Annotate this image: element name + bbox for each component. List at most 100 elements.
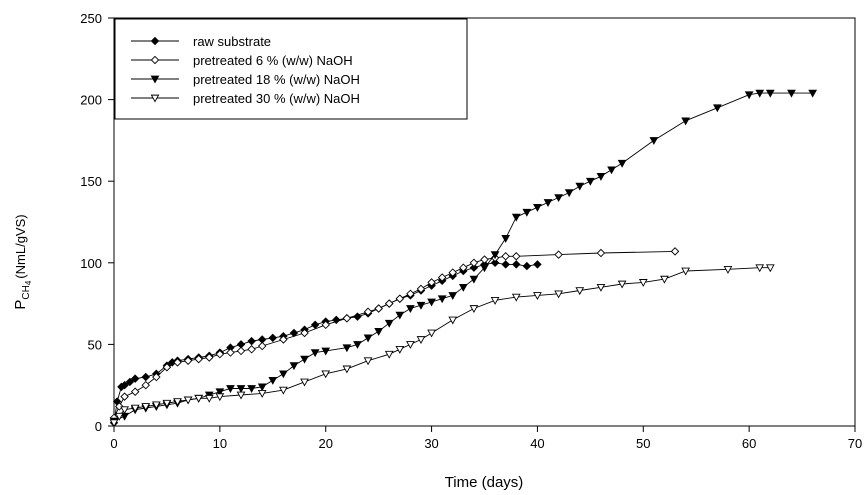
legend-entry: pretreated 18 % (w/w) NaOH xyxy=(131,72,360,87)
y-axis-label-sub: CH xyxy=(21,285,32,299)
series-3 xyxy=(109,89,818,426)
data-point xyxy=(353,341,362,349)
data-point xyxy=(300,355,309,364)
data-point xyxy=(437,273,447,282)
data-point xyxy=(427,298,436,307)
data-point xyxy=(533,203,542,212)
data-point xyxy=(342,365,352,374)
data-point xyxy=(490,297,500,305)
data-point xyxy=(363,307,373,316)
data-point xyxy=(130,374,140,383)
data-point xyxy=(130,404,140,413)
x-tick-label: 10 xyxy=(213,436,227,451)
data-point xyxy=(448,316,458,325)
series-2 xyxy=(109,247,680,423)
data-point xyxy=(321,370,331,379)
data-point xyxy=(279,370,288,379)
data-point xyxy=(765,89,775,98)
data-point xyxy=(114,412,124,421)
data-point xyxy=(257,341,267,351)
data-point xyxy=(490,258,500,268)
data-point xyxy=(406,341,415,349)
data-point xyxy=(141,380,150,390)
legend-label: pretreated 30 % (w/w) NaOH xyxy=(193,91,360,106)
legend: raw substrate pretreated 6 % (w/w) NaOH pr… xyxy=(114,18,468,120)
legend-marker xyxy=(150,36,160,46)
data-point xyxy=(448,292,458,300)
data-point xyxy=(321,320,330,330)
data-point xyxy=(194,354,203,364)
data-point xyxy=(226,348,235,357)
data-point xyxy=(183,396,193,405)
data-point xyxy=(141,372,150,382)
data-point xyxy=(247,345,256,354)
data-point xyxy=(427,278,436,287)
data-point xyxy=(300,378,309,387)
data-point xyxy=(300,328,309,338)
data-point xyxy=(681,117,690,126)
data-point xyxy=(125,377,135,387)
data-point xyxy=(205,353,214,362)
data-point xyxy=(226,385,235,393)
x-tick-label: 50 xyxy=(636,436,650,451)
y-tick-label: 100 xyxy=(80,256,102,271)
data-point xyxy=(755,264,765,273)
data-point xyxy=(162,399,172,408)
data-point xyxy=(152,372,161,382)
data-point xyxy=(257,390,267,398)
y-tick-label: 200 xyxy=(80,93,102,108)
data-point xyxy=(808,89,818,98)
legend-marker xyxy=(150,55,160,65)
data-point xyxy=(120,406,129,415)
axes: 0 10 20 30 40 50 60 70 0 50 100 150 200 250 xyxy=(80,11,862,451)
data-point xyxy=(638,279,648,287)
data-point xyxy=(406,305,415,314)
data-point xyxy=(268,376,278,385)
data-point xyxy=(173,358,182,367)
series-line xyxy=(113,250,676,418)
data-point xyxy=(384,350,394,359)
data-point xyxy=(363,334,373,343)
plot-frame xyxy=(113,17,856,427)
data-point xyxy=(427,329,436,338)
series-4 xyxy=(109,264,775,428)
data-point xyxy=(342,344,352,353)
data-point xyxy=(543,199,553,207)
data-point xyxy=(321,347,331,356)
data-point xyxy=(511,293,521,302)
data-point xyxy=(681,267,690,276)
data-point xyxy=(109,419,119,428)
data-point xyxy=(310,349,320,358)
data-point xyxy=(649,137,659,145)
data-point xyxy=(490,251,500,260)
data-point xyxy=(512,260,521,269)
data-point xyxy=(173,398,182,407)
data-point xyxy=(469,258,479,268)
data-point xyxy=(787,89,796,98)
data-point xyxy=(115,402,124,411)
y-axis-label-unit: (NmL/gVS) xyxy=(13,214,28,278)
data-point xyxy=(713,104,722,113)
legend-box xyxy=(114,18,468,120)
y-tick-label: 250 xyxy=(80,11,102,26)
legend-label: pretreated 6 % (w/w) NaOH xyxy=(193,53,353,68)
data-point xyxy=(670,247,680,256)
data-point xyxy=(247,336,256,346)
data-point xyxy=(374,304,383,313)
y-tick-label: 50 xyxy=(88,337,102,352)
x-tick-label: 40 xyxy=(530,436,544,451)
legend-marker xyxy=(150,75,160,84)
data-point xyxy=(151,401,161,410)
data-point xyxy=(236,346,246,356)
data-point xyxy=(279,386,288,395)
data-point xyxy=(575,182,585,191)
data-point xyxy=(554,290,563,299)
data-point xyxy=(120,380,129,390)
data-point xyxy=(162,363,172,372)
data-point xyxy=(585,177,595,186)
data-point xyxy=(596,248,606,258)
data-point xyxy=(395,311,405,320)
y-axis-label-subsub: 4 xyxy=(24,280,33,285)
data-point xyxy=(448,268,457,277)
